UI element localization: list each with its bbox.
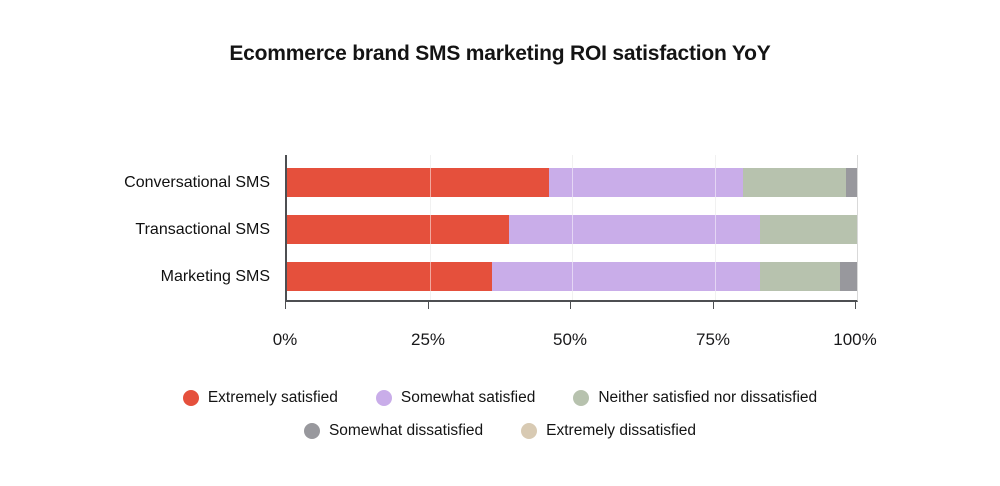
legend-label: Somewhat satisfied xyxy=(400,389,536,406)
legend-swatch-icon xyxy=(375,390,392,406)
x-tick-2 xyxy=(570,302,571,309)
bar-segment-2-3 xyxy=(839,262,857,291)
bar-segment-0-3 xyxy=(845,168,857,197)
x-tick-1 xyxy=(428,302,429,309)
bar-segment-2-1 xyxy=(492,262,761,291)
x-tick-label-0: 0% xyxy=(272,330,298,349)
legend-row-1: Somewhat dissatisfied Extremely dissatisf… xyxy=(0,422,1000,440)
legend-item-3: Somewhat dissatisfied xyxy=(303,422,484,440)
x-tick-label-2: 50% xyxy=(552,330,588,349)
gridline-overlay-25 xyxy=(429,155,431,300)
bar-segment-1-1 xyxy=(509,215,761,244)
legend-label: Extremely dissatisfied xyxy=(546,422,697,439)
bar-segment-2-2 xyxy=(760,262,840,291)
bar-segment-1-0 xyxy=(287,215,510,244)
legend-swatch-icon xyxy=(303,423,320,439)
chart-title: Ecommerce brand SMS marketing ROI satisf… xyxy=(229,42,771,65)
legend-row-0: Extremely satisfied Somewhat satisfied Nei… xyxy=(0,389,1000,407)
legend-swatch-icon xyxy=(521,423,538,439)
category-label-0: Conversational SMS xyxy=(124,174,270,191)
category-label-1: Transactional SMS xyxy=(135,221,270,238)
x-tick-4 xyxy=(855,302,856,309)
legend-label: Somewhat dissatisfied xyxy=(328,422,484,439)
x-tick-3 xyxy=(713,302,714,309)
category-label-2: Marketing SMS xyxy=(160,268,270,285)
gridline-overlay-75 xyxy=(714,155,716,300)
legend-item-0: Extremely satisfied xyxy=(182,389,338,407)
bar-segment-1-2 xyxy=(760,215,857,244)
bar-segment-0-2 xyxy=(743,168,846,197)
legend: Extremely satisfied Somewhat satisfied Nei… xyxy=(0,389,1000,455)
x-tick-label-3: 75% xyxy=(695,330,731,349)
legend-swatch-icon xyxy=(573,390,590,406)
gridline-overlay-50 xyxy=(572,155,573,300)
legend-item-2: Neither satisfied nor dissatisfied xyxy=(573,389,817,407)
plot-area xyxy=(285,155,858,302)
legend-label: Neither satisfied nor dissatisfied xyxy=(598,389,818,406)
legend-swatch-icon xyxy=(182,390,199,406)
legend-item-4: Extremely dissatisfied xyxy=(521,422,696,440)
legend-label: Extremely satisfied xyxy=(207,389,338,406)
legend-item-1: Somewhat satisfied xyxy=(375,389,536,407)
bar-segment-0-1 xyxy=(549,168,743,197)
x-tick-label-4: 100% xyxy=(833,330,877,349)
x-tick-0 xyxy=(285,302,286,309)
x-tick-label-1: 25% xyxy=(410,330,446,349)
bar-segment-0-0 xyxy=(287,168,550,197)
bar-segment-2-0 xyxy=(287,262,493,291)
